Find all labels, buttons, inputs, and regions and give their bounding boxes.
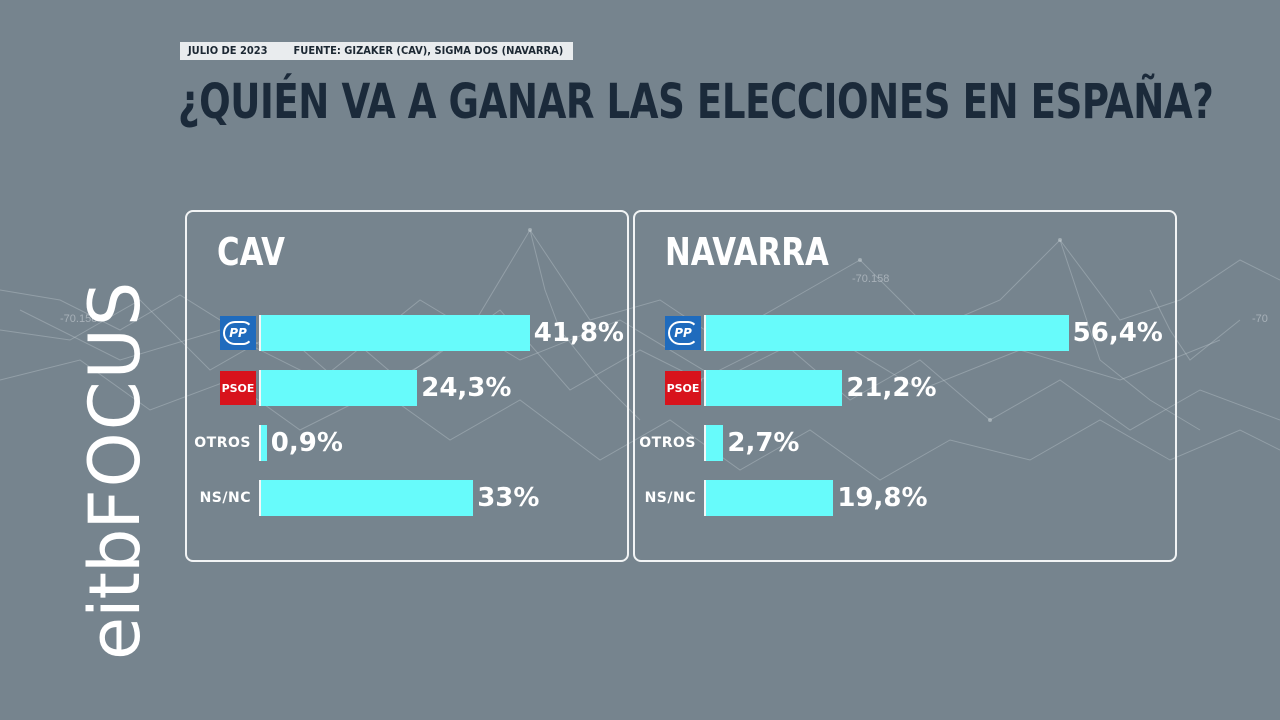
bar-baseline bbox=[259, 480, 261, 516]
bar-baseline bbox=[259, 315, 261, 351]
bars-cav: PP 41,8% PSOE 24,3% OTROS 0,9% NS/NC 33% bbox=[187, 212, 627, 560]
bar-baseline bbox=[704, 315, 706, 351]
bar-row-otros: OTROS 0,9% bbox=[187, 425, 627, 461]
pp-logo-icon: PP bbox=[220, 316, 256, 350]
category-label: NS/NC bbox=[644, 490, 696, 506]
value-label: 41,8% bbox=[533, 318, 624, 348]
bar-row-psoe: PSOE 21,2% bbox=[635, 370, 1175, 406]
bar-row-nsnc: NS/NC 33% bbox=[187, 480, 627, 516]
survey-source: FUENTE: GIZAKER (CAV), SIGMA DOS (NAVARR… bbox=[293, 44, 564, 57]
bar bbox=[706, 425, 724, 461]
bar-row-nsnc: NS/NC 19,8% bbox=[635, 480, 1175, 516]
bar-baseline bbox=[259, 370, 261, 406]
category-label: OTROS bbox=[639, 435, 696, 451]
panel-cav: CAV PP 41,8% PSOE 24,3% OTROS 0,9% NS/NC 33% bbox=[185, 210, 629, 562]
brand-eitb: eitb bbox=[74, 529, 156, 660]
bar-baseline bbox=[259, 425, 261, 461]
panel-title-cav: CAV bbox=[217, 230, 285, 274]
psoe-logo-icon: PSOE bbox=[220, 371, 256, 405]
bar-baseline bbox=[704, 480, 706, 516]
bars-navarra: PP 56,4% PSOE 21,2% OTROS 2,7% NS/NC 19,8% bbox=[635, 212, 1175, 560]
value-label: 19,8% bbox=[837, 483, 928, 513]
bar bbox=[706, 370, 843, 406]
survey-date: JULIO DE 2023 bbox=[188, 44, 268, 57]
bar-row-pp: PP 56,4% bbox=[635, 315, 1175, 351]
value-label: 33% bbox=[477, 483, 540, 513]
value-label: 21,2% bbox=[846, 373, 937, 403]
value-label: 56,4% bbox=[1072, 318, 1163, 348]
header-meta-strip: JULIO DE 2023 FUENTE: GIZAKER (CAV), SIG… bbox=[180, 42, 574, 60]
value-label: 2,7% bbox=[727, 428, 800, 458]
bg-label: -70.158 bbox=[60, 313, 97, 325]
bar-baseline bbox=[704, 370, 706, 406]
chart-title: ¿QUIÉN VA A GANAR LAS ELECCIONES EN ESPA… bbox=[178, 74, 1214, 130]
eitb-focus-logo: eitbFOCUS bbox=[74, 200, 156, 660]
bar bbox=[261, 315, 530, 351]
psoe-logo-icon: PSOE bbox=[665, 371, 701, 405]
bar bbox=[261, 425, 267, 461]
value-label: 24,3% bbox=[421, 373, 512, 403]
panel-title-navarra: NAVARRA bbox=[665, 230, 829, 274]
panel-navarra: NAVARRA PP 56,4% PSOE 21,2% OTROS 2,7% NS/NC 19… bbox=[633, 210, 1177, 562]
value-label: 0,9% bbox=[270, 428, 343, 458]
bar-baseline bbox=[704, 425, 706, 461]
bar bbox=[706, 315, 1069, 351]
bg-label: -70.158 bbox=[852, 273, 889, 285]
bar-row-otros: OTROS 2,7% bbox=[635, 425, 1175, 461]
bar bbox=[706, 480, 834, 516]
brand-focus: FOCUS bbox=[74, 279, 156, 530]
category-label: OTROS bbox=[194, 435, 251, 451]
bar-row-pp: PP 41,8% bbox=[187, 315, 627, 351]
pp-logo-icon: PP bbox=[665, 316, 701, 350]
bar bbox=[261, 480, 474, 516]
bar bbox=[261, 370, 418, 406]
bar-row-psoe: PSOE 24,3% bbox=[187, 370, 627, 406]
bg-label: -70 bbox=[1252, 313, 1268, 325]
category-label: NS/NC bbox=[199, 490, 251, 506]
